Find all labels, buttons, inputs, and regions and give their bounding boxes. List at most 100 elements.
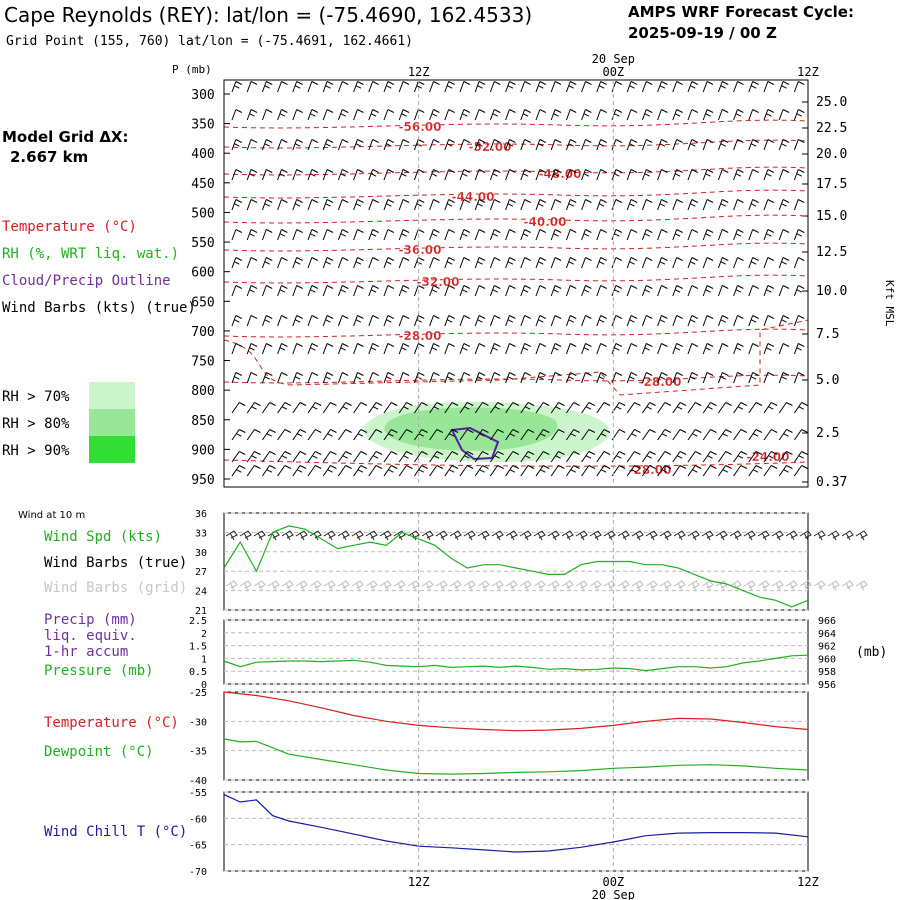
barb-flag bbox=[706, 109, 714, 113]
wind-barb bbox=[550, 429, 565, 441]
barb-staff bbox=[398, 169, 404, 181]
wind-barb bbox=[398, 315, 410, 327]
barb-staff bbox=[581, 199, 586, 211]
barb-flag bbox=[676, 109, 683, 113]
wind-barb bbox=[337, 109, 349, 121]
wind-barb bbox=[459, 372, 471, 384]
wind-barb bbox=[596, 465, 611, 477]
barb-flag bbox=[507, 203, 514, 207]
barb-staff bbox=[383, 169, 389, 181]
wind-barb bbox=[793, 343, 805, 355]
barb-staff bbox=[611, 315, 617, 327]
barb-flag bbox=[402, 109, 410, 113]
wind-barb bbox=[353, 429, 368, 441]
kft-label-6: 10.0 bbox=[816, 284, 847, 299]
barb-staff bbox=[353, 257, 358, 269]
barb-flag bbox=[264, 143, 270, 147]
wind-barb-grid bbox=[771, 580, 784, 591]
wind-barb bbox=[307, 139, 319, 151]
barb-staff bbox=[429, 109, 434, 121]
barb-flag bbox=[478, 315, 486, 319]
barb-staff bbox=[672, 81, 678, 93]
barb-staff bbox=[778, 372, 784, 384]
wind-barb bbox=[702, 429, 717, 441]
barb-flag bbox=[463, 139, 471, 143]
wind-barb bbox=[231, 372, 243, 384]
wind-barb bbox=[717, 199, 729, 211]
barb-flag bbox=[661, 433, 668, 437]
barb-staff bbox=[489, 109, 495, 121]
wind-barb bbox=[337, 257, 349, 269]
barb-flag bbox=[355, 319, 362, 323]
barb-flag bbox=[446, 143, 453, 147]
barb-staff bbox=[277, 199, 282, 211]
barb-flag bbox=[327, 469, 333, 473]
wind-barb bbox=[261, 429, 276, 441]
barb-flag bbox=[355, 203, 362, 207]
barb-staff bbox=[322, 109, 328, 121]
barb-flag bbox=[387, 169, 395, 173]
kft-label-10: 0.37 bbox=[816, 475, 847, 490]
barb-flag bbox=[249, 233, 255, 237]
barb-staff bbox=[368, 139, 374, 151]
barb-flag bbox=[690, 376, 696, 380]
barb-staff bbox=[277, 285, 282, 297]
wind-barb bbox=[641, 229, 653, 241]
barb-flag bbox=[691, 139, 699, 143]
wind-barb bbox=[246, 199, 258, 211]
barb-flag bbox=[402, 285, 410, 289]
barb-flag bbox=[538, 319, 544, 323]
barb-flag bbox=[646, 257, 653, 261]
wind-barb bbox=[413, 229, 425, 241]
barb-flag bbox=[266, 433, 272, 437]
wind-barb-grid bbox=[673, 580, 686, 591]
barb-flag bbox=[311, 139, 319, 143]
barb-flag bbox=[478, 229, 486, 233]
barb-flag bbox=[796, 289, 802, 293]
barb-staff bbox=[641, 315, 647, 327]
barb-staff bbox=[368, 402, 377, 414]
wind-barb-grid bbox=[715, 580, 728, 591]
barb-flag bbox=[649, 451, 656, 455]
barb-staff bbox=[717, 315, 723, 327]
barb-flag bbox=[284, 429, 292, 433]
barb-staff bbox=[702, 451, 711, 463]
wind-barb bbox=[277, 315, 288, 327]
barb-flag bbox=[691, 372, 699, 376]
wind-barb bbox=[717, 429, 732, 441]
barb-flag bbox=[494, 257, 501, 261]
barb-staff bbox=[641, 169, 647, 181]
wind-barb bbox=[261, 109, 273, 121]
barb-staff bbox=[474, 81, 480, 93]
barb-flag bbox=[600, 285, 607, 289]
barb-flag bbox=[522, 347, 529, 351]
barb-staff bbox=[277, 343, 282, 355]
wind-barb bbox=[702, 139, 714, 151]
barb-staff bbox=[459, 139, 465, 151]
date-label-top: 20 Sep bbox=[592, 52, 635, 66]
barb-flag bbox=[467, 465, 474, 469]
isotherm-label-3: -44.00 bbox=[452, 190, 495, 204]
barb-flag bbox=[372, 257, 379, 261]
barb-flag bbox=[691, 109, 699, 113]
wind-barb bbox=[277, 465, 292, 477]
wind-panel-title: Wind at 10 m bbox=[18, 510, 85, 521]
wind-barb bbox=[793, 199, 805, 211]
y-tick-label-2: -65 bbox=[189, 841, 207, 852]
barb-flag bbox=[403, 406, 409, 410]
barb-flag bbox=[781, 261, 787, 265]
barb-flag bbox=[431, 347, 438, 351]
barb-flag bbox=[539, 139, 547, 143]
barb-flag bbox=[646, 372, 653, 376]
kft-label-8: 5.0 bbox=[816, 373, 839, 388]
barb-staff bbox=[505, 109, 510, 121]
barb-flag bbox=[767, 169, 775, 173]
barb-staff bbox=[277, 465, 286, 477]
barb-staff bbox=[444, 285, 450, 297]
wind-barb bbox=[398, 429, 413, 441]
wind-barb bbox=[413, 451, 428, 463]
barb-flag bbox=[250, 109, 258, 113]
barb-flag bbox=[767, 315, 775, 319]
barb-flag bbox=[661, 169, 668, 173]
barb-staff bbox=[657, 257, 662, 269]
